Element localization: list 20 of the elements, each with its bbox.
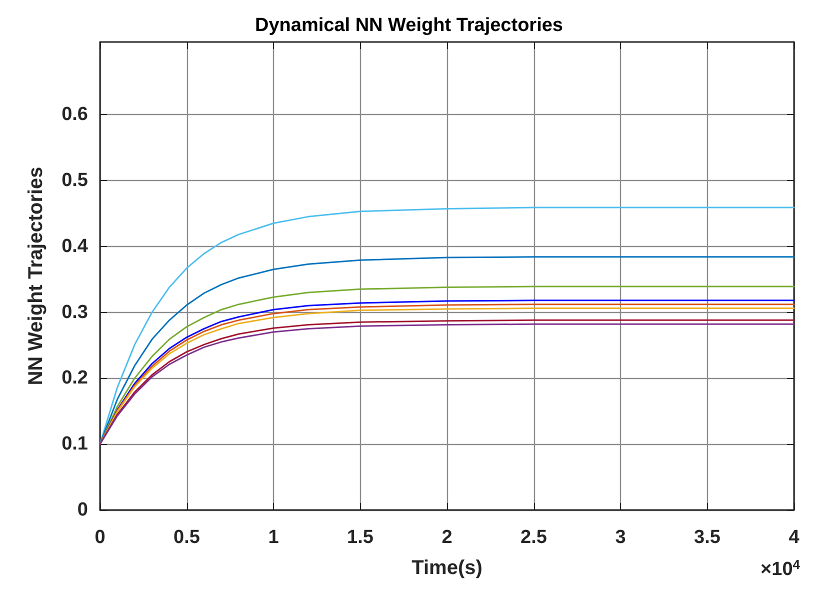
y-tick-label: 0.1 xyxy=(62,434,88,455)
y-tick-label: 0.3 xyxy=(62,302,88,323)
y-tick-label: 0 xyxy=(77,500,88,520)
line-series xyxy=(99,256,795,445)
x-tick-label: 3 xyxy=(615,527,626,548)
x-tick-label: 4 xyxy=(788,527,800,548)
x-tick-label: 0.5 xyxy=(174,527,200,548)
x-tick-label: 1.5 xyxy=(347,527,374,548)
x-tick-label: 2.5 xyxy=(520,527,548,548)
y-tick-label: 0.2 xyxy=(62,368,88,389)
y-tick-label: 0.4 xyxy=(62,236,88,257)
chart-title: Dynamical NN Weight Trajectories xyxy=(255,15,563,36)
x-tick-label: 3.5 xyxy=(694,527,721,548)
x-tick-label: 2 xyxy=(442,527,452,548)
y-tick-label: 0.6 xyxy=(62,104,88,126)
y-tick-label: 0.5 xyxy=(62,170,88,191)
x-tick-label: 0 xyxy=(94,527,106,548)
y-axis-title: NN Weight Trajectories xyxy=(25,166,47,386)
x-tick-label: 1 xyxy=(268,527,280,548)
x-axis-title: Time(s) xyxy=(412,557,482,579)
